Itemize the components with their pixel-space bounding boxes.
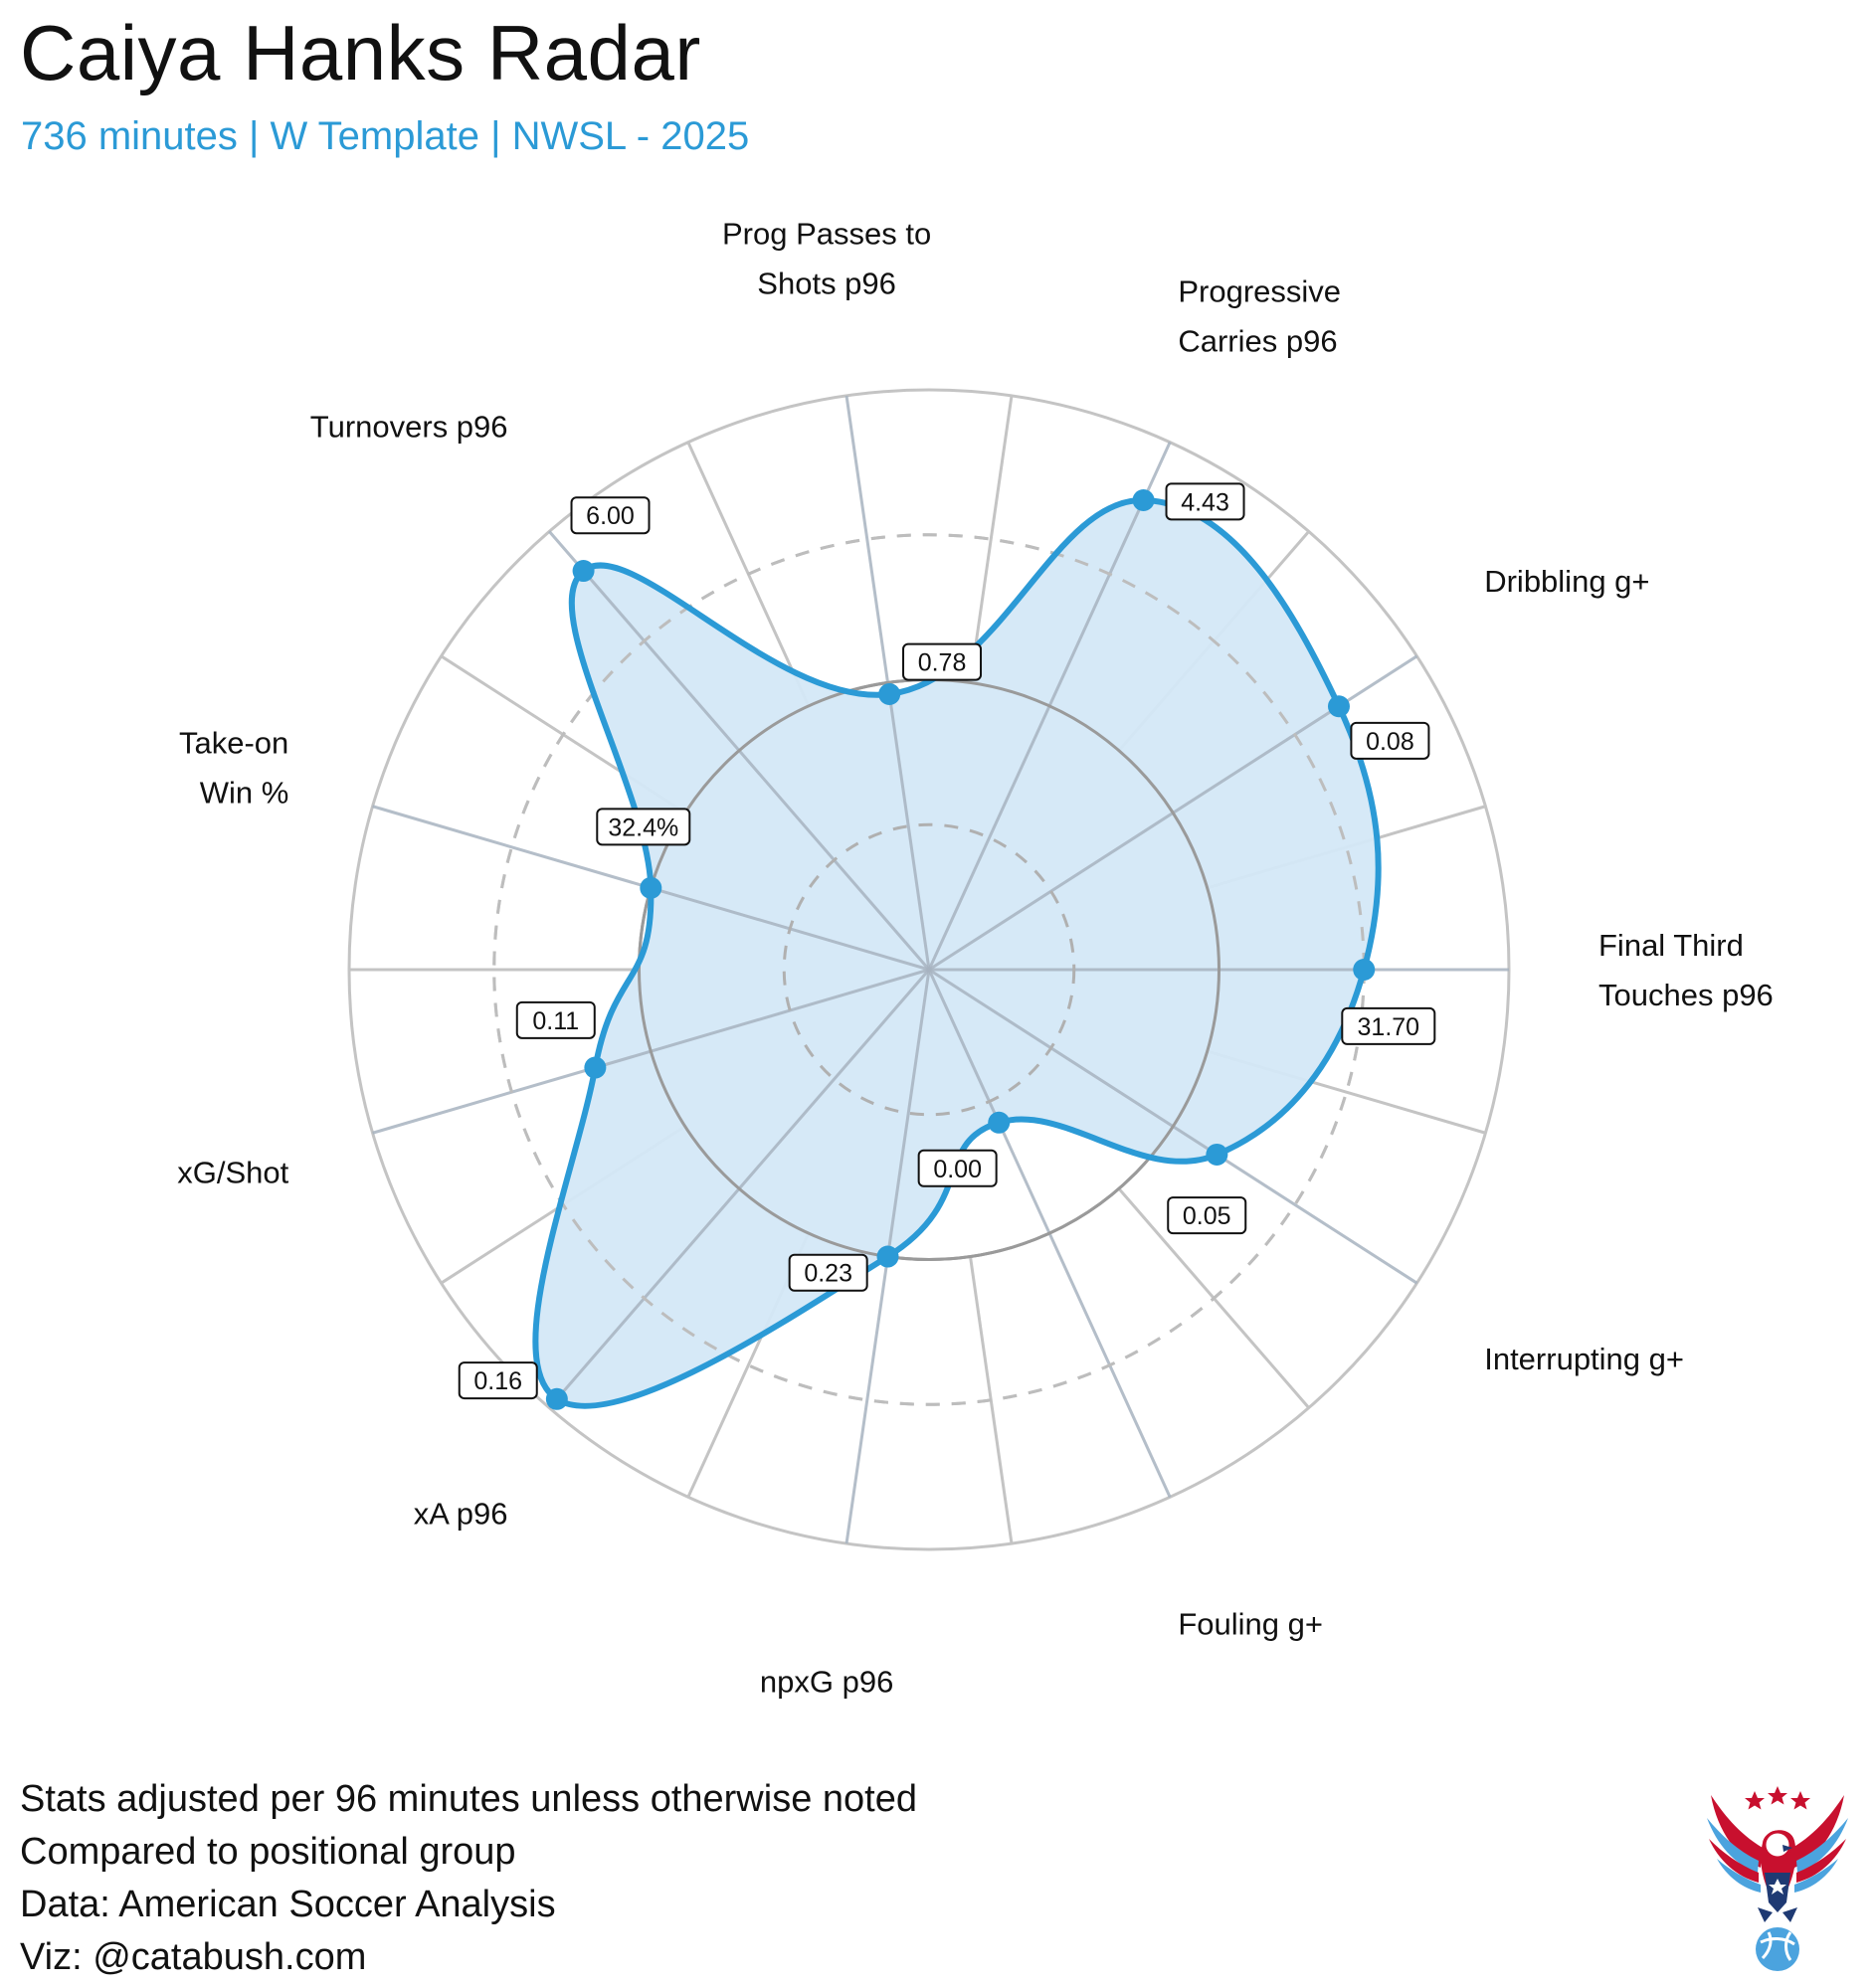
- footer-note: Data: American Soccer Analysis: [20, 1884, 556, 1925]
- value-label: 32.4%: [596, 808, 691, 846]
- value-text: 0.78: [918, 649, 967, 677]
- axis-label: Win %: [200, 775, 289, 810]
- value-box: [917, 1149, 998, 1187]
- value-box: [596, 808, 691, 846]
- axis-label: Final Third: [1598, 928, 1744, 963]
- grid-ring: [782, 822, 1076, 1117]
- axis-label: xG/Shot: [177, 1156, 288, 1190]
- star-icons: [1745, 1786, 1810, 1810]
- footer-notes: Stats adjusted per 96 minutes unless oth…: [20, 1773, 917, 1984]
- eagle-wings-icon: [1707, 1795, 1848, 1893]
- axis-label: Dribbling g+: [1484, 564, 1649, 599]
- data-point: [640, 876, 662, 899]
- data-point: [1353, 959, 1376, 981]
- value-text: 0.08: [1366, 728, 1414, 756]
- value-text: 0.00: [933, 1156, 982, 1183]
- value-text: 0.23: [804, 1260, 852, 1288]
- footer-note: Compared to positional group: [20, 1831, 516, 1873]
- value-box: [1167, 1196, 1247, 1235]
- value-box: [1350, 721, 1430, 760]
- eagle-soccer-ball-logo-icon: [1707, 1786, 1848, 1971]
- value-text: 31.70: [1358, 1013, 1420, 1041]
- axis-label: Carries p96: [1178, 323, 1337, 358]
- value-label: 0.08: [1350, 721, 1430, 760]
- axis-label: Touches p96: [1598, 978, 1774, 1012]
- axis-label: xA p96: [414, 1496, 508, 1531]
- value-label: 6.00: [570, 496, 651, 535]
- value-box: [458, 1361, 538, 1400]
- data-point: [584, 1056, 607, 1079]
- value-box: [902, 642, 983, 681]
- value-text: 0.05: [1183, 1202, 1231, 1230]
- value-text: 32.4%: [608, 813, 678, 841]
- axis-label: Interrupting g+: [1484, 1342, 1684, 1376]
- axis-label: Prog Passes to: [722, 216, 931, 251]
- radar-points: 31.70 0.08 4.43 0.78 6.00 32.4% 0.11 0.16 0.23 0.…: [458, 482, 1436, 1410]
- chart-title: Caiya Hanks Radar: [20, 9, 701, 96]
- value-label: 31.70: [1341, 1006, 1436, 1045]
- value-label: 0.00: [917, 1149, 998, 1187]
- axis-label: npxG p96: [760, 1665, 893, 1700]
- value-box: [1341, 1006, 1436, 1045]
- soccer-ball-icon: [1756, 1927, 1799, 1971]
- value-text: 4.43: [1181, 488, 1229, 516]
- data-point: [1327, 695, 1350, 718]
- value-text: 6.00: [586, 502, 635, 530]
- value-label: 0.23: [788, 1253, 868, 1292]
- value-label: 0.78: [902, 642, 983, 681]
- axis-label: Shots p96: [757, 266, 896, 300]
- radar-chart: 31.70 0.08 4.43 0.78 6.00 32.4% 0.11 0.16 0.23 0.…: [177, 216, 1774, 1699]
- grid-spoke: [969, 395, 1014, 683]
- data-point: [876, 1245, 899, 1268]
- data-point: [572, 560, 595, 583]
- data-point: [545, 1387, 568, 1410]
- footer-note: Viz: @catabush.com: [20, 1936, 367, 1978]
- value-text: 0.16: [473, 1367, 522, 1395]
- value-label: 0.16: [458, 1361, 538, 1400]
- eagle-body-icon: [1758, 1830, 1797, 1922]
- value-box: [1165, 482, 1245, 521]
- data-point: [1206, 1143, 1228, 1166]
- data-point: [1132, 489, 1155, 512]
- value-text: 0.11: [532, 1007, 579, 1035]
- axis-label: Fouling g+: [1178, 1607, 1323, 1642]
- value-box: [515, 1000, 596, 1039]
- value-label: 4.43: [1165, 482, 1245, 521]
- data-point: [988, 1111, 1011, 1134]
- value-box: [788, 1253, 868, 1292]
- axis-label: Take-on: [179, 725, 288, 760]
- data-point: [878, 683, 901, 706]
- value-label: 0.11: [515, 1000, 596, 1039]
- value-box: [570, 496, 651, 535]
- axis-label: Progressive: [1178, 273, 1341, 308]
- footer-note: Stats adjusted per 96 minutes unless oth…: [20, 1778, 917, 1820]
- radar-labels: Final Third Touches p96 Dribbling g+ Progre…: [177, 216, 1774, 1699]
- axis-label: Turnovers p96: [310, 410, 508, 445]
- value-label: 0.05: [1167, 1196, 1247, 1235]
- chart-subtitle: 736 minutes | W Template | NWSL - 2025: [21, 114, 750, 158]
